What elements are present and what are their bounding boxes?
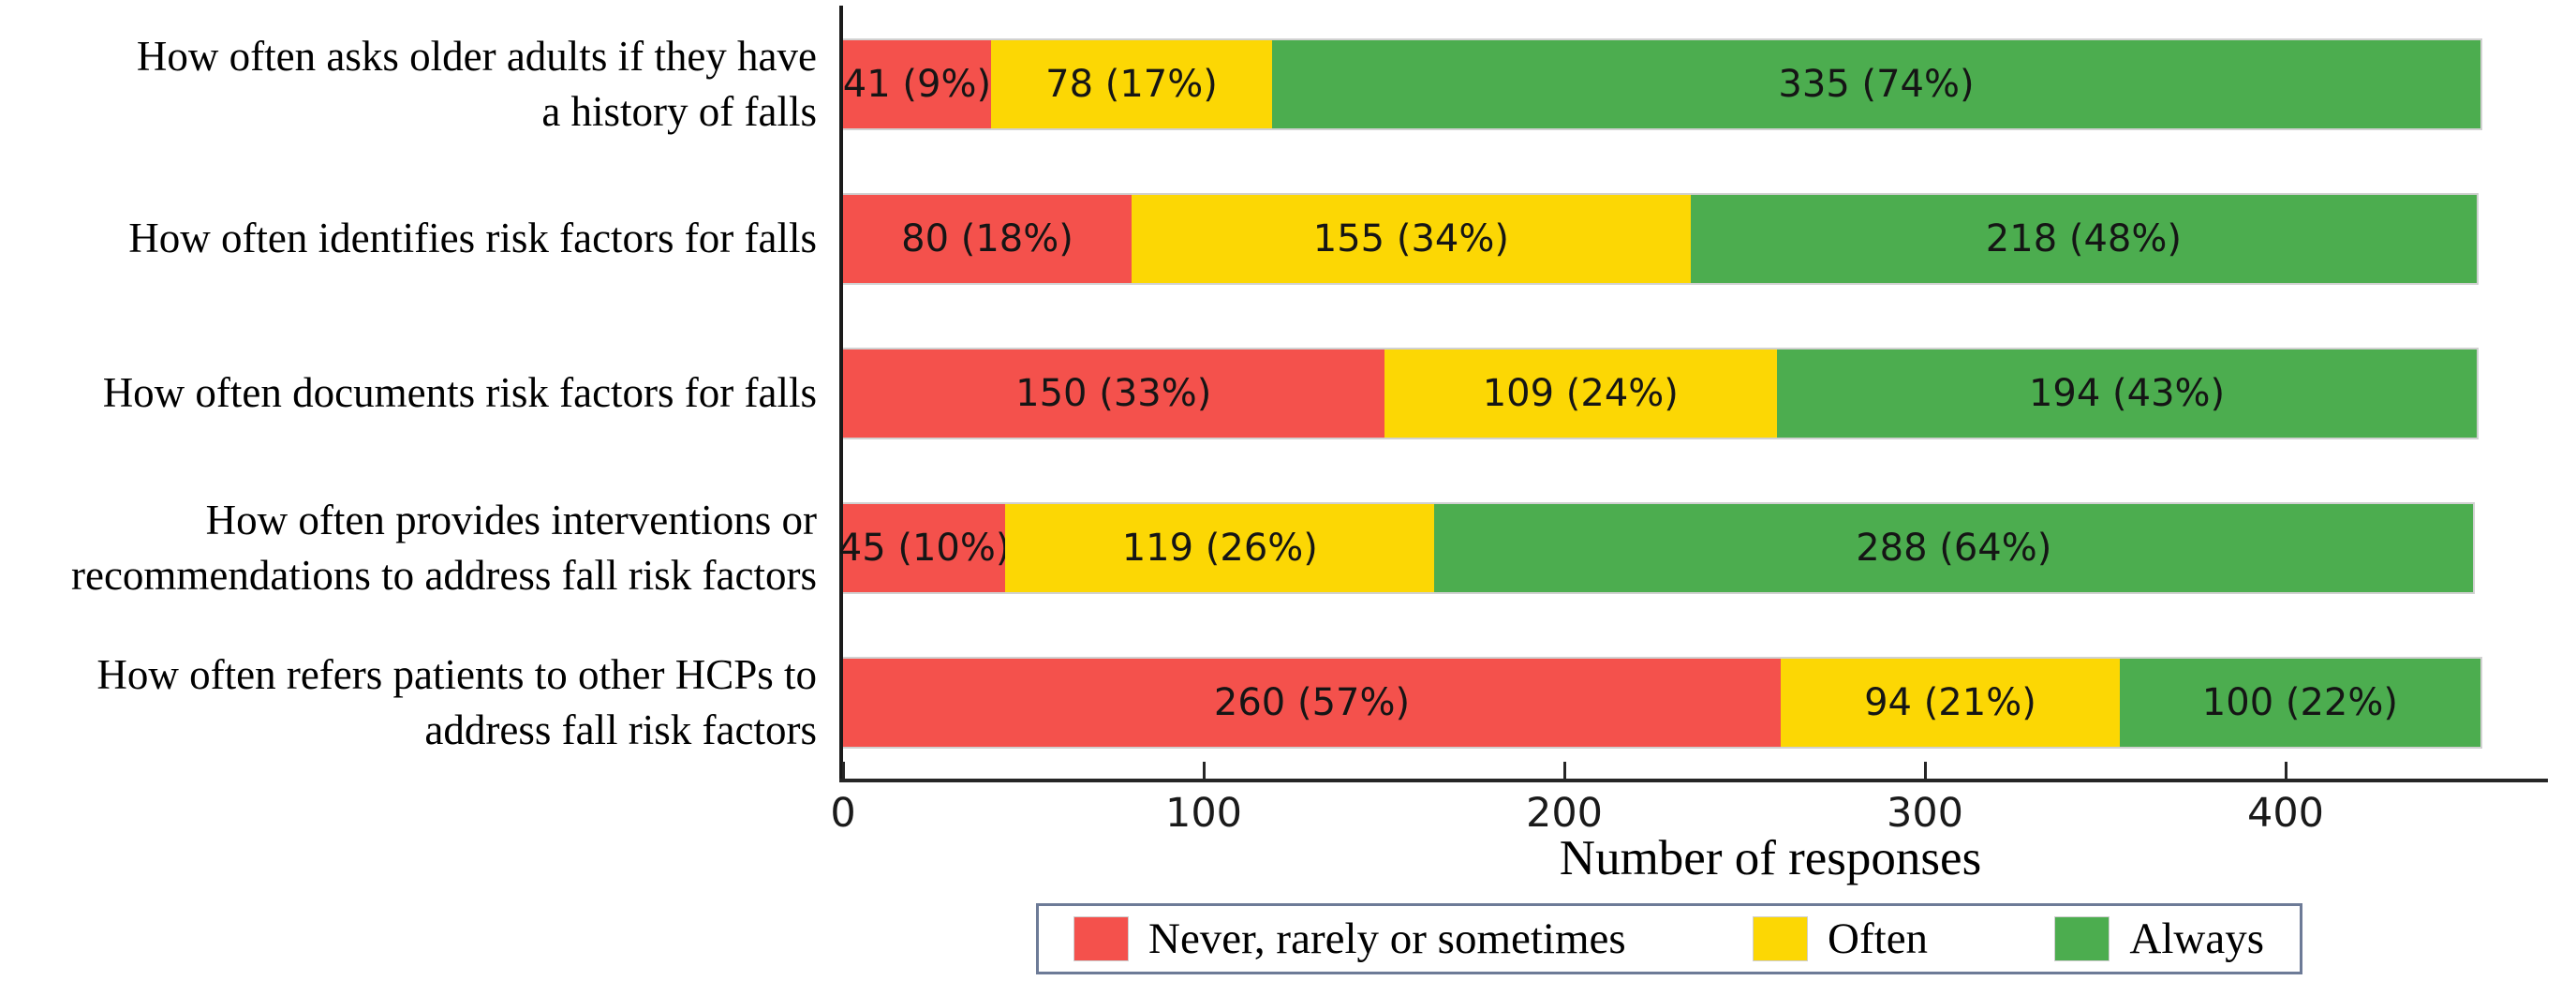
- bar-segment-value-label: 109 (24%): [1482, 372, 1679, 415]
- bar-segment-value-label: 100 (22%): [2201, 681, 2398, 724]
- bar-segment-always: 335 (74%): [1272, 40, 2480, 128]
- bar-row-1: 80 (18%) 155 (34%) 218 (48%): [843, 193, 2480, 285]
- legend-label-never-rarely-or-sometimes: Never, rarely or sometimes: [1148, 914, 1626, 963]
- legend-label-always: Always: [2129, 914, 2264, 963]
- category-label-0: How often asks older adults if they have…: [136, 32, 817, 135]
- bar-segment-value-label: 78 (17%): [1045, 63, 1218, 106]
- legend-entry-always: Always: [2054, 914, 2264, 964]
- bar-segment-value-label: 119 (26%): [1121, 527, 1318, 570]
- bar-segment-value-label: 94 (21%): [1864, 681, 2036, 724]
- x-tick-label: 400: [2246, 790, 2325, 837]
- x-axis-title: Number of responses: [1559, 831, 1982, 885]
- x-tick-label: 0: [830, 790, 856, 837]
- bar-segment-never-rarely-or-sometimes: 80 (18%): [843, 195, 1132, 283]
- bar-segment-value-label: 288 (64%): [1856, 527, 2052, 570]
- x-tick-label: 100: [1164, 790, 1243, 837]
- bar-segment-always: 218 (48%): [1690, 195, 2478, 283]
- bar-row-2: 150 (33%) 109 (24%) 194 (43%): [843, 348, 2480, 439]
- bar-row-3: 45 (10%) 119 (26%) 288 (64%): [838, 502, 2476, 594]
- y-axis-spine: [839, 6, 843, 782]
- bar-segment-often: 155 (34%): [1132, 195, 1691, 283]
- bar-segment-value-label: 335 (74%): [1778, 63, 1975, 106]
- bar-segment-value-label: 218 (48%): [1985, 217, 2182, 260]
- bar-row-0: 41 (9%) 78 (17%) 335 (74%): [843, 38, 2482, 130]
- bar-segment-value-label: 155 (34%): [1312, 217, 1509, 260]
- category-label-1: How often identifies risk factors for fa…: [128, 215, 817, 262]
- legend-entry-never-rarely-or-sometimes: Never, rarely or sometimes: [1073, 914, 1626, 964]
- bar-segment-value-label: 80 (18%): [901, 217, 1073, 260]
- bar-segment-value-label: 45 (10%): [837, 527, 1011, 570]
- bar-segment-never-rarely-or-sometimes: 45 (10%): [838, 504, 1011, 592]
- bar-segment-always: 100 (22%): [2119, 659, 2480, 747]
- category-label-4: How often refers patients to other HCPs …: [96, 650, 817, 753]
- bar-segment-value-label: 194 (43%): [2028, 372, 2226, 415]
- bar-segment-often: 94 (21%): [1781, 659, 2120, 747]
- bar-row-4: 260 (57%) 94 (21%) 100 (22%): [843, 657, 2482, 749]
- bar-segment-always: 194 (43%): [1777, 349, 2478, 438]
- legend-label-often: Often: [1828, 914, 1929, 963]
- x-tick-mark: [2285, 762, 2287, 779]
- legend-swatch-always: [2054, 916, 2110, 961]
- x-tick-label: 300: [1886, 790, 1964, 837]
- bar-segment-value-label: 150 (33%): [1015, 372, 1212, 415]
- bar-segment-often: 78 (17%): [990, 40, 1273, 128]
- legend-swatch-never-rarely-or-sometimes: [1073, 916, 1129, 961]
- bar-segment-often: 109 (24%): [1384, 349, 1778, 438]
- bar-segment-value-label: 41 (9%): [842, 63, 992, 106]
- x-tick-mark: [1203, 762, 1206, 779]
- bar-segment-always: 288 (64%): [1434, 504, 2474, 592]
- x-tick-mark: [842, 762, 845, 779]
- bar-segment-often: 119 (26%): [1005, 504, 1435, 592]
- bar-segment-never-rarely-or-sometimes: 260 (57%): [843, 659, 1781, 747]
- legend-box: Never, rarely or sometimes Often Always: [1036, 903, 2302, 974]
- x-tick-mark: [1563, 762, 1566, 779]
- legend-swatch-often: [1753, 916, 1809, 961]
- bar-segment-never-rarely-or-sometimes: 150 (33%): [843, 349, 1384, 438]
- bar-segment-value-label: 260 (57%): [1213, 681, 1411, 724]
- category-label-3: How often provides interventions or reco…: [70, 496, 817, 599]
- legend-entry-often: Often: [1753, 914, 1929, 964]
- category-label-2: How often documents risk factors for fal…: [102, 369, 817, 417]
- x-tick-mark: [1924, 762, 1927, 779]
- x-tick-label: 200: [1525, 790, 1604, 837]
- x-axis-line: [839, 779, 2548, 782]
- bar-segment-never-rarely-or-sometimes: 41 (9%): [843, 40, 991, 128]
